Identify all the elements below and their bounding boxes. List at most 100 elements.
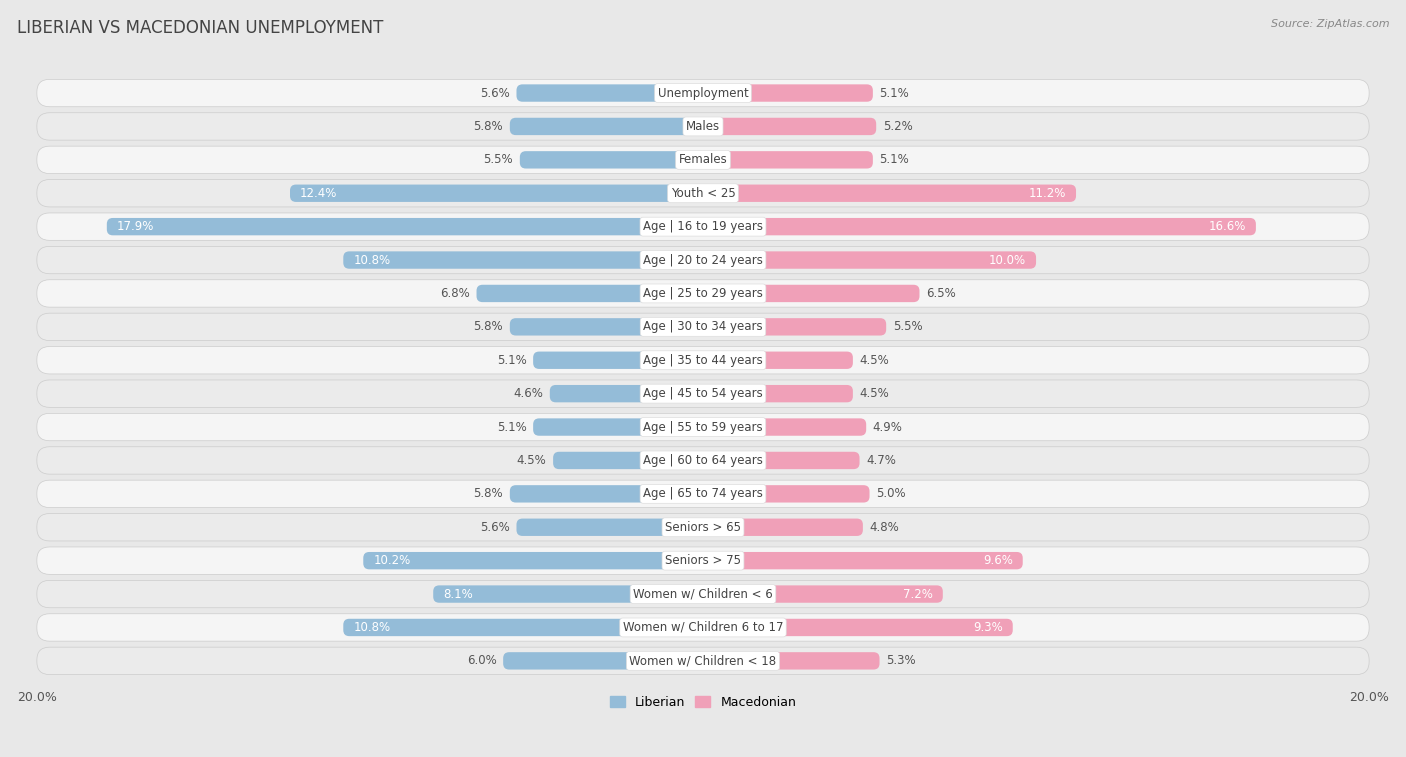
Text: 4.5%: 4.5% xyxy=(859,387,889,400)
Text: Women w/ Children < 6: Women w/ Children < 6 xyxy=(633,587,773,600)
Text: 5.3%: 5.3% xyxy=(886,654,915,668)
FancyBboxPatch shape xyxy=(343,251,703,269)
FancyBboxPatch shape xyxy=(477,285,703,302)
FancyBboxPatch shape xyxy=(37,280,1369,307)
FancyBboxPatch shape xyxy=(510,318,703,335)
Text: 6.8%: 6.8% xyxy=(440,287,470,300)
FancyBboxPatch shape xyxy=(703,251,1036,269)
FancyBboxPatch shape xyxy=(433,585,703,603)
FancyBboxPatch shape xyxy=(37,547,1369,575)
FancyBboxPatch shape xyxy=(703,185,1076,202)
FancyBboxPatch shape xyxy=(516,84,703,101)
FancyBboxPatch shape xyxy=(703,385,853,402)
FancyBboxPatch shape xyxy=(37,380,1369,407)
FancyBboxPatch shape xyxy=(703,118,876,136)
FancyBboxPatch shape xyxy=(703,318,886,335)
Text: LIBERIAN VS MACEDONIAN UNEMPLOYMENT: LIBERIAN VS MACEDONIAN UNEMPLOYMENT xyxy=(17,19,384,37)
Text: 12.4%: 12.4% xyxy=(299,187,337,200)
Text: 4.5%: 4.5% xyxy=(517,454,547,467)
FancyBboxPatch shape xyxy=(703,285,920,302)
Text: 5.1%: 5.1% xyxy=(880,154,910,167)
FancyBboxPatch shape xyxy=(37,513,1369,541)
Text: Age | 25 to 29 years: Age | 25 to 29 years xyxy=(643,287,763,300)
FancyBboxPatch shape xyxy=(37,146,1369,173)
FancyBboxPatch shape xyxy=(510,118,703,136)
Text: 5.1%: 5.1% xyxy=(880,86,910,99)
Text: 5.5%: 5.5% xyxy=(484,154,513,167)
Text: 10.0%: 10.0% xyxy=(988,254,1026,266)
FancyBboxPatch shape xyxy=(703,585,943,603)
FancyBboxPatch shape xyxy=(703,419,866,436)
Text: 16.6%: 16.6% xyxy=(1209,220,1246,233)
FancyBboxPatch shape xyxy=(343,618,703,636)
FancyBboxPatch shape xyxy=(553,452,703,469)
FancyBboxPatch shape xyxy=(37,313,1369,341)
FancyBboxPatch shape xyxy=(363,552,703,569)
Text: 4.5%: 4.5% xyxy=(859,354,889,366)
Text: 5.1%: 5.1% xyxy=(496,354,526,366)
Text: Males: Males xyxy=(686,120,720,133)
FancyBboxPatch shape xyxy=(533,419,703,436)
FancyBboxPatch shape xyxy=(703,519,863,536)
FancyBboxPatch shape xyxy=(703,151,873,169)
Text: 6.0%: 6.0% xyxy=(467,654,496,668)
Text: 5.1%: 5.1% xyxy=(496,421,526,434)
FancyBboxPatch shape xyxy=(703,84,873,101)
FancyBboxPatch shape xyxy=(516,519,703,536)
Text: 17.9%: 17.9% xyxy=(117,220,155,233)
Text: Source: ZipAtlas.com: Source: ZipAtlas.com xyxy=(1271,19,1389,29)
FancyBboxPatch shape xyxy=(510,485,703,503)
Text: Women w/ Children 6 to 17: Women w/ Children 6 to 17 xyxy=(623,621,783,634)
FancyBboxPatch shape xyxy=(533,351,703,369)
Text: 5.6%: 5.6% xyxy=(479,521,510,534)
FancyBboxPatch shape xyxy=(520,151,703,169)
FancyBboxPatch shape xyxy=(703,618,1012,636)
FancyBboxPatch shape xyxy=(37,447,1369,474)
FancyBboxPatch shape xyxy=(37,179,1369,207)
FancyBboxPatch shape xyxy=(37,647,1369,674)
Text: 7.2%: 7.2% xyxy=(903,587,932,600)
FancyBboxPatch shape xyxy=(37,246,1369,274)
Text: 5.8%: 5.8% xyxy=(474,120,503,133)
FancyBboxPatch shape xyxy=(290,185,703,202)
Text: Age | 65 to 74 years: Age | 65 to 74 years xyxy=(643,488,763,500)
Text: 4.6%: 4.6% xyxy=(513,387,543,400)
Text: Age | 45 to 54 years: Age | 45 to 54 years xyxy=(643,387,763,400)
FancyBboxPatch shape xyxy=(37,413,1369,441)
Text: 10.2%: 10.2% xyxy=(373,554,411,567)
FancyBboxPatch shape xyxy=(37,113,1369,140)
Text: 5.6%: 5.6% xyxy=(479,86,510,99)
Text: 9.6%: 9.6% xyxy=(983,554,1012,567)
FancyBboxPatch shape xyxy=(703,552,1022,569)
FancyBboxPatch shape xyxy=(703,452,859,469)
FancyBboxPatch shape xyxy=(37,581,1369,608)
Text: 11.2%: 11.2% xyxy=(1029,187,1066,200)
Text: 5.8%: 5.8% xyxy=(474,488,503,500)
FancyBboxPatch shape xyxy=(703,351,853,369)
FancyBboxPatch shape xyxy=(703,653,880,669)
FancyBboxPatch shape xyxy=(703,218,1256,235)
Text: 4.9%: 4.9% xyxy=(873,421,903,434)
Text: 10.8%: 10.8% xyxy=(353,621,391,634)
FancyBboxPatch shape xyxy=(37,79,1369,107)
Text: 4.8%: 4.8% xyxy=(869,521,900,534)
Text: Age | 16 to 19 years: Age | 16 to 19 years xyxy=(643,220,763,233)
Text: 5.5%: 5.5% xyxy=(893,320,922,333)
Text: Unemployment: Unemployment xyxy=(658,86,748,99)
FancyBboxPatch shape xyxy=(37,480,1369,507)
Text: 6.5%: 6.5% xyxy=(927,287,956,300)
Text: 10.8%: 10.8% xyxy=(353,254,391,266)
FancyBboxPatch shape xyxy=(550,385,703,402)
Text: Age | 55 to 59 years: Age | 55 to 59 years xyxy=(643,421,763,434)
FancyBboxPatch shape xyxy=(503,653,703,669)
Text: 5.2%: 5.2% xyxy=(883,120,912,133)
Text: 5.8%: 5.8% xyxy=(474,320,503,333)
Text: 5.0%: 5.0% xyxy=(876,488,905,500)
Text: Women w/ Children < 18: Women w/ Children < 18 xyxy=(630,654,776,668)
Text: Age | 60 to 64 years: Age | 60 to 64 years xyxy=(643,454,763,467)
Text: Seniors > 75: Seniors > 75 xyxy=(665,554,741,567)
FancyBboxPatch shape xyxy=(107,218,703,235)
Text: Age | 20 to 24 years: Age | 20 to 24 years xyxy=(643,254,763,266)
Text: 4.7%: 4.7% xyxy=(866,454,896,467)
FancyBboxPatch shape xyxy=(37,347,1369,374)
